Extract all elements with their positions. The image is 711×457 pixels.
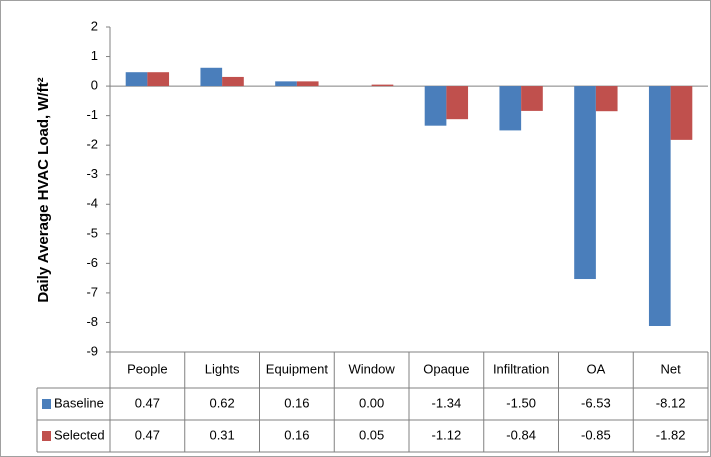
table-value: -1.34 (432, 395, 462, 410)
y-tick-label: 0 (91, 78, 98, 93)
legend-label: Selected (54, 427, 105, 442)
y-tick-label: -1 (86, 107, 98, 122)
bar (521, 86, 543, 111)
table-value: 0.16 (284, 427, 309, 442)
y-tick-label: -8 (86, 314, 98, 329)
table-value: 0.16 (284, 395, 309, 410)
bar (499, 86, 522, 131)
y-tick-label: 2 (91, 18, 98, 33)
y-tick-label: -3 (86, 166, 98, 181)
x-tick-label: Lights (205, 361, 240, 376)
legend-swatch (42, 399, 51, 409)
y-tick-label: -5 (86, 225, 98, 240)
x-tick-label: OA (586, 361, 605, 376)
y-tick-label: -2 (86, 137, 98, 152)
table-value: 0.31 (209, 427, 234, 442)
bar (648, 86, 671, 326)
x-tick-label: Net (661, 361, 682, 376)
table-value: -0.85 (581, 427, 611, 442)
table-value: 0.00 (359, 395, 384, 410)
y-tick-label: -9 (86, 343, 98, 358)
table-value: -6.53 (581, 395, 611, 410)
legend-label: Baseline (54, 395, 104, 410)
y-tick-label: -7 (86, 284, 98, 299)
x-tick-label: People (127, 361, 167, 376)
bar (222, 76, 244, 87)
bar (275, 81, 297, 87)
table-value: -1.50 (506, 395, 536, 410)
x-tick-label: Window (349, 361, 396, 376)
bar (147, 72, 170, 87)
bar (296, 81, 319, 87)
table-value: -8.12 (656, 395, 686, 410)
table-value: 0.47 (135, 395, 160, 410)
bar (595, 86, 618, 112)
x-tick-label: Opaque (423, 361, 469, 376)
legend-swatch (42, 431, 51, 441)
y-tick-label: 1 (91, 48, 98, 63)
y-axis-title: Daily Average HVAC Load, W/ft² (35, 77, 52, 302)
bar (200, 67, 223, 87)
table-value: -1.82 (656, 427, 686, 442)
table-value: -0.84 (506, 427, 536, 442)
x-tick-label: Equipment (266, 361, 329, 376)
table-value: -1.12 (432, 427, 462, 442)
bar (424, 86, 447, 126)
table-value: 0.47 (135, 427, 160, 442)
bar (670, 86, 693, 140)
bar (446, 86, 469, 120)
bar (371, 84, 394, 87)
y-tick-label: -6 (86, 255, 98, 270)
table-value: 0.05 (359, 427, 384, 442)
table-value: 0.62 (209, 395, 234, 410)
x-tick-label: Infiltration (493, 361, 549, 376)
y-tick-label: -4 (86, 196, 98, 211)
bar (574, 86, 596, 280)
bar (125, 72, 148, 87)
